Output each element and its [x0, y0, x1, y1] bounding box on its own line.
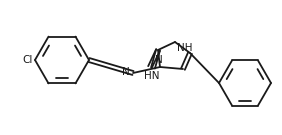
Text: NH: NH [177, 43, 193, 53]
Text: Cl: Cl [23, 55, 33, 65]
Text: N: N [122, 67, 130, 77]
Text: N: N [155, 55, 163, 65]
Text: HN: HN [144, 71, 160, 81]
